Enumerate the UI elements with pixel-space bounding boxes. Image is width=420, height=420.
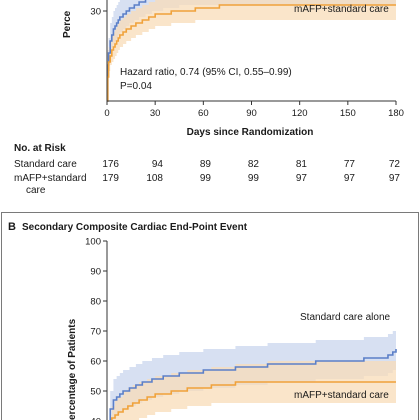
y-tick-label: 30 <box>90 7 101 18</box>
panel-b-ci-bands <box>110 328 396 420</box>
risk-value: 99 <box>200 173 212 184</box>
km-curve <box>109 349 397 420</box>
x-tick-label: 120 <box>292 108 308 119</box>
y-tick-label: 50 <box>90 387 101 398</box>
risk-value: 97 <box>296 173 308 184</box>
risk-value: 108 <box>146 173 163 184</box>
hazard-ratio-annotation: Hazard ratio, 0.74 (95% CI, 0.55–0.99) <box>120 67 292 78</box>
risk-value: 81 <box>296 159 308 170</box>
y-tick-label: 40 <box>90 417 101 420</box>
panel-a-ci-bands <box>107 0 396 101</box>
risk-value: 82 <box>248 159 260 170</box>
panel-a-y-axis-label: Perce <box>62 10 73 38</box>
y-tick-label: 100 <box>85 237 101 248</box>
panel-b-letter: B <box>8 221 16 233</box>
x-tick-label: 150 <box>340 108 356 119</box>
x-tick-label: 30 <box>150 108 161 119</box>
risk-row-label: Standard care <box>14 159 77 170</box>
risk-table: No. at Risk Standard care mAFP+standard … <box>14 143 400 196</box>
x-tick-label: 180 <box>388 108 404 119</box>
panel-a-curves <box>107 0 396 102</box>
risk-value: 99 <box>248 173 260 184</box>
y-tick-label: 80 <box>90 297 101 308</box>
risk-table-values: 176 94 89 82 81 77 72 179 108 99 99 97 97 97 <box>102 159 400 184</box>
panel-b-legend-mafp: mAFP+standard care <box>294 390 389 401</box>
risk-value: 97 <box>389 173 401 184</box>
p-value-annotation: P=0.04 <box>120 81 152 92</box>
panel-a-x-ticks: 0 30 60 90 120 150 180 <box>104 101 404 119</box>
panel-b-y-axis-label: ercentage of Patients <box>67 318 78 420</box>
risk-row-label: mAFP+standard <box>14 173 87 184</box>
risk-row-label-continued: care <box>26 185 46 196</box>
risk-value: 176 <box>102 159 119 170</box>
panel-b: B Secondary Composite Cardiac End-Point … <box>8 221 397 420</box>
km-curve <box>111 381 396 420</box>
x-tick-label: 60 <box>198 108 209 119</box>
panel-b-y-ticks: 40 50 60 70 80 90 100 <box>85 237 107 420</box>
y-tick-label: 60 <box>90 357 101 368</box>
panel-b-curves <box>109 349 397 420</box>
ci-band <box>110 361 396 420</box>
ci-band <box>107 0 396 101</box>
km-curve <box>107 0 147 102</box>
km-curve <box>107 4 396 102</box>
risk-value: 94 <box>152 159 164 170</box>
panel-b-frame <box>1 212 419 420</box>
x-tick-label: 0 <box>104 108 109 119</box>
panel-b-title: Secondary Composite Cardiac End-Point Ev… <box>22 222 248 233</box>
risk-value: 179 <box>102 173 119 184</box>
risk-value: 72 <box>389 159 401 170</box>
y-tick-label: 70 <box>90 327 101 338</box>
risk-value: 77 <box>344 159 356 170</box>
risk-value: 89 <box>200 159 212 170</box>
panel-a-x-axis-label: Days since Randomization <box>187 127 314 138</box>
panel-a-legend-mafp: mAFP+standard care <box>294 4 389 15</box>
y-tick-label: 90 <box>90 267 101 278</box>
panel-a-y-ticks: 30 <box>90 7 107 18</box>
panel-b-legend-standard: Standard care alone <box>300 312 391 323</box>
x-tick-label: 90 <box>246 108 257 119</box>
risk-table-heading: No. at Risk <box>14 143 66 154</box>
panel-a: Perce 30 0 30 60 90 120 150 180 mAFP+standard … <box>14 0 404 196</box>
risk-value: 97 <box>344 173 356 184</box>
